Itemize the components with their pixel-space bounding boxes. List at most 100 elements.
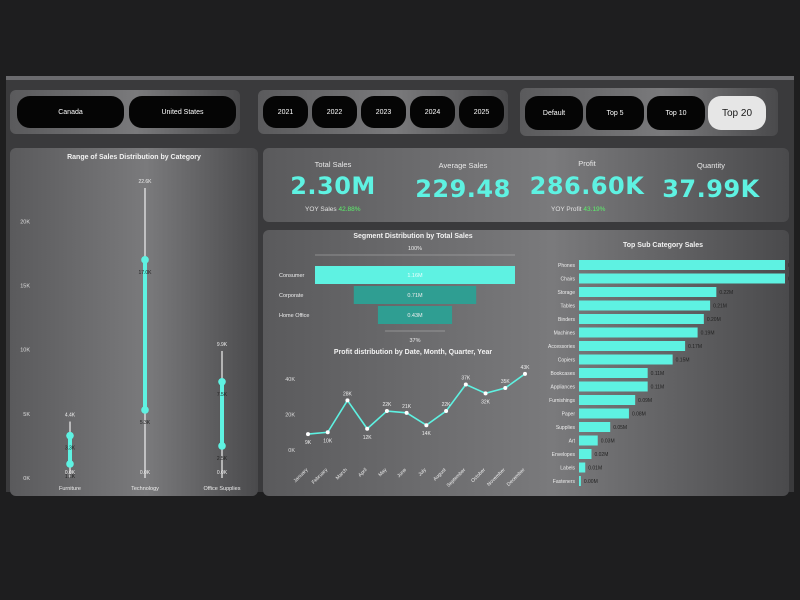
yoy-sales-label: YOY Sales <box>305 206 337 213</box>
lower-charts: 100% 1.16M Consumer 0.71M Corporate 0.43M Home… <box>279 246 789 489</box>
country-canada-button[interactable]: Canada <box>17 96 124 128</box>
dashboard-canvas: Canada United States 2021 2022 2023 2024… <box>6 76 794 496</box>
bar <box>579 462 586 473</box>
top-default-button[interactable]: Default <box>525 96 583 130</box>
range-category-label: Technology <box>131 486 159 492</box>
year-2023-button[interactable]: 2023 <box>361 96 406 128</box>
bar-category-label: Appliances <box>551 385 576 391</box>
line-chart-title: Profit distribution by Date, Month, Quar… <box>333 349 493 356</box>
bar-value-label: 0.00M <box>584 479 598 485</box>
line-point <box>424 423 429 428</box>
top-5-button[interactable]: Top 5 <box>586 96 644 130</box>
bar-category-label: Machines <box>554 331 576 337</box>
bar-category-label: Labels <box>560 466 575 472</box>
line-x-label: February <box>311 467 330 486</box>
profit-value: 286.60K <box>529 172 645 200</box>
bar <box>579 422 611 432</box>
average-sales-value: 229.48 <box>415 175 511 203</box>
line-value-label: 12K <box>363 435 373 441</box>
range-point <box>141 406 149 414</box>
bar <box>579 327 698 338</box>
line-y-tick: 20K <box>285 413 295 419</box>
range-y-tick: 20K <box>20 219 30 225</box>
country-slicer: Canada United States <box>10 90 240 134</box>
bar <box>579 273 785 284</box>
line-x-label: June <box>396 467 408 479</box>
line-x-label: March <box>335 467 349 481</box>
yoy-profit-label: YOY Profit <box>551 206 582 213</box>
range-point <box>218 442 226 450</box>
bar <box>579 381 648 392</box>
line-point <box>404 410 409 415</box>
average-sales-label: Average Sales <box>438 161 488 170</box>
bar <box>579 395 636 405</box>
quantity-label: Quantity <box>697 161 725 170</box>
funnel-chart-title: Segment Distribution by Total Sales <box>353 233 473 240</box>
funnel-category-label: Consumer <box>279 273 305 279</box>
bar <box>579 287 717 297</box>
country-united-states-button[interactable]: United States <box>129 96 236 128</box>
lower-charts-panel: Segment Distribution by Total Sales Prof… <box>263 230 789 496</box>
bar-category-label: Accessories <box>548 344 575 350</box>
line-x-label: May <box>377 467 388 478</box>
year-2024-button[interactable]: 2024 <box>410 96 455 128</box>
bar-category-label: Bookcases <box>551 371 576 377</box>
top-20-button[interactable]: Top 20 <box>708 96 766 130</box>
top-10-button[interactable]: Top 10 <box>647 96 705 130</box>
range-point-label: 2.5K <box>217 456 228 462</box>
bar <box>579 476 581 486</box>
line-y-tick: 40K <box>285 377 295 383</box>
bar <box>579 260 785 270</box>
bar-category-label: Storage <box>557 290 575 296</box>
range-max-label: 9.9K <box>217 342 228 348</box>
line-value-label: 9K <box>305 440 312 446</box>
range-min-label: 0.0K <box>140 470 151 476</box>
line-point <box>483 391 488 396</box>
bar <box>579 341 686 351</box>
year-2022-button[interactable]: 2022 <box>312 96 357 128</box>
bar-category-label: Furnishings <box>549 398 575 404</box>
funnel-bar <box>315 266 515 284</box>
bar-category-label: Art <box>569 439 576 445</box>
kpi-panel: Total Sales 2.30M YOY Sales 42.88% Avera… <box>263 148 789 222</box>
range-point <box>218 377 226 386</box>
funnel-value-label: 0.71M <box>407 293 423 299</box>
line-point <box>345 398 350 403</box>
bar-value-label: 0.19M <box>701 331 715 337</box>
range-point-label: 17.0K <box>138 270 152 276</box>
bar-chart-title: Top Sub Category Sales <box>623 242 703 249</box>
line-value-label: 43K <box>521 365 531 371</box>
year-2021-button[interactable]: 2021 <box>263 96 308 128</box>
line-value-label: 14K <box>422 431 432 437</box>
bar-category-label: Chairs <box>561 277 576 283</box>
bar-value-label: 0.17M <box>688 344 702 350</box>
line-point <box>325 430 330 435</box>
line-point <box>365 426 370 431</box>
year-2025-button[interactable]: 2025 <box>459 96 504 128</box>
bar <box>579 435 598 446</box>
bar-value-label: 0.33M <box>788 277 789 283</box>
line-value-label: 21K <box>402 404 412 410</box>
funnel-top-label: 100% <box>408 246 422 252</box>
range-point <box>66 460 74 468</box>
funnel-category-label: Corporate <box>279 293 303 299</box>
profit-label: Profit <box>578 159 596 168</box>
bar-value-label: 0.05M <box>613 425 627 431</box>
range-point <box>141 256 149 264</box>
bar-value-label: 0.02M <box>594 452 608 458</box>
bar-category-label: Phones <box>558 263 575 269</box>
line-point <box>306 432 310 437</box>
line-y-tick: 0K <box>288 448 295 454</box>
line-value-label: 28K <box>343 391 353 397</box>
bar-value-label: 0.15M <box>676 358 690 364</box>
yoy-sales-value: 42.88% <box>338 206 361 213</box>
line-value-label: 10K <box>323 438 333 444</box>
bar-value-label: 0.09M <box>638 398 652 404</box>
year-slicer: 2021 2022 2023 2024 2025 <box>258 90 508 134</box>
bar-category-label: Tables <box>561 304 576 310</box>
bar-category-label: Envelopes <box>552 452 576 458</box>
funnel-bar <box>377 306 453 324</box>
line-series <box>307 373 526 435</box>
funnel-value-label: 0.43M <box>407 313 423 319</box>
funnel-category-label: Home Office <box>279 313 309 319</box>
